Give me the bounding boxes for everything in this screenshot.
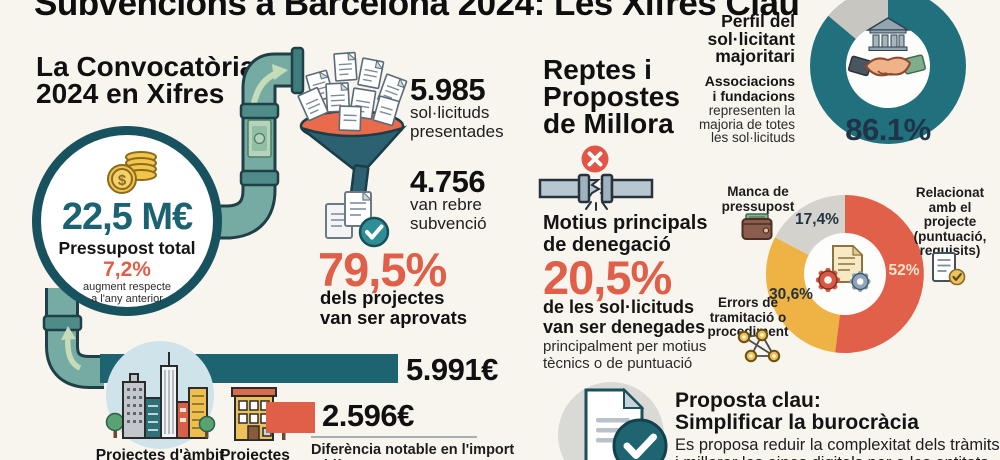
- building-red: [176, 401, 190, 439]
- approved-pct: 79,5%: [318, 243, 447, 296]
- building-teal: [144, 397, 162, 439]
- document-gears-icon: [816, 244, 871, 292]
- profile-pct: 86.1%: [845, 112, 931, 147]
- building-gray: [122, 373, 146, 439]
- pipe-flange: [290, 46, 305, 95]
- city-buildings-illustration: [105, 341, 216, 449]
- proposal-document-illustration: [558, 382, 668, 460]
- coins-icon: $: [107, 151, 157, 194]
- arrow-head-icon: [61, 326, 76, 340]
- gear-red-icon: [816, 268, 840, 292]
- pie-pct-errors: 30,6%: [769, 286, 813, 303]
- pie-label-project: Relacionat amb el projecte (puntuació, r…: [913, 185, 987, 259]
- budget-circle: $ 22,5 M€ Pressupost total 7,2% augment …: [41, 135, 213, 307]
- broken-pipe-icon: [538, 145, 654, 211]
- bar-projects-small: [266, 402, 315, 433]
- gear-blue-icon: [849, 271, 871, 292]
- pipe-flange: [42, 314, 83, 332]
- arrow-head-icon: [272, 64, 288, 80]
- denied-pct: 20,5%: [543, 251, 672, 304]
- pipe-flange: [239, 102, 280, 120]
- approved-documents-icon: [325, 190, 390, 248]
- break-sparks: [585, 201, 608, 211]
- pie-pct-project: 52%: [888, 262, 920, 279]
- budget-delta-note: augment respecte a l'any anterior: [82, 281, 172, 305]
- arrow-up-icon: [65, 335, 82, 371]
- granted-value: 4.756: [410, 164, 486, 199]
- denied-note: principalment per motius tècnics o de pu…: [543, 338, 707, 372]
- submitted-label: sol·licituds presentades: [410, 103, 504, 141]
- left-section-heading: La Convocatòria 2024 en Xifres: [36, 51, 256, 109]
- bar2-value: 2.596€: [322, 398, 414, 433]
- bar1-label: Projectes d'àmbit: [95, 447, 225, 460]
- documents-stack-icon: [297, 51, 408, 132]
- building-tower: [160, 352, 178, 439]
- denial-title: Motius principals de denegació: [543, 212, 708, 256]
- money-bill-icon: [247, 119, 272, 158]
- roof-band: [231, 387, 277, 397]
- tree-icon: [105, 412, 125, 438]
- x-icon: [587, 151, 603, 167]
- profile-title: Perfil del sol·licitant majoritari: [707, 11, 795, 66]
- profile-bold-note: Associacions i fundacions: [704, 73, 795, 104]
- tree-icon: [198, 415, 216, 438]
- door: [247, 425, 260, 441]
- funnel-cone: [300, 125, 407, 173]
- pipe-flange: [239, 169, 280, 187]
- granted-label: van rebre subvenció: [410, 195, 487, 233]
- handshake-bank-icon: [847, 17, 926, 77]
- profile-note: representen la majoria de totes les sol·…: [698, 103, 795, 145]
- divider-line: [311, 436, 477, 438]
- money-pipes-illustration: [42, 46, 305, 389]
- check-circle-icon: [358, 216, 390, 248]
- middle-section-heading: Reptes i Propostes de Millora: [543, 54, 680, 139]
- pie-label-errors: Errors de tramitació o procediment: [707, 295, 789, 340]
- profile-donut-chart: [810, 0, 966, 144]
- denied-sub: de les sol·licituds van ser denegades: [543, 297, 706, 337]
- process-network-icon: [737, 328, 781, 363]
- proposal-title: Proposta clau: Simplificar la burocràcia: [675, 389, 919, 434]
- dollar-symbol: $: [118, 172, 127, 189]
- proposal-description: Es proposa reduir la complexitat dels tr…: [675, 436, 1000, 460]
- denial-reasons-pie-chart: [765, 195, 924, 353]
- pie-label-budget: Manca de pressupost: [721, 184, 795, 214]
- bar2-label: Projectes: [220, 447, 290, 460]
- funnel-documents-illustration: [297, 51, 408, 198]
- wallet-icon: [741, 213, 773, 240]
- bars-note: Diferència notable en l'import mitjà: [311, 442, 515, 460]
- document-check-icon: [932, 252, 966, 286]
- budget-delta: 7,2%: [103, 258, 151, 281]
- pie-pct-budget: 17,4%: [795, 211, 839, 228]
- budget-amount: 22,5 M€: [61, 196, 193, 238]
- approved-label: dels projectes van ser aprovats: [320, 287, 468, 328]
- submitted-value: 5.985: [410, 72, 486, 107]
- budget-label: Pressupost total: [58, 238, 196, 258]
- page-title: Subvencions a Barcelona 2024: Les Xifres…: [34, 0, 800, 23]
- bar1-value: 5.991€: [406, 352, 498, 387]
